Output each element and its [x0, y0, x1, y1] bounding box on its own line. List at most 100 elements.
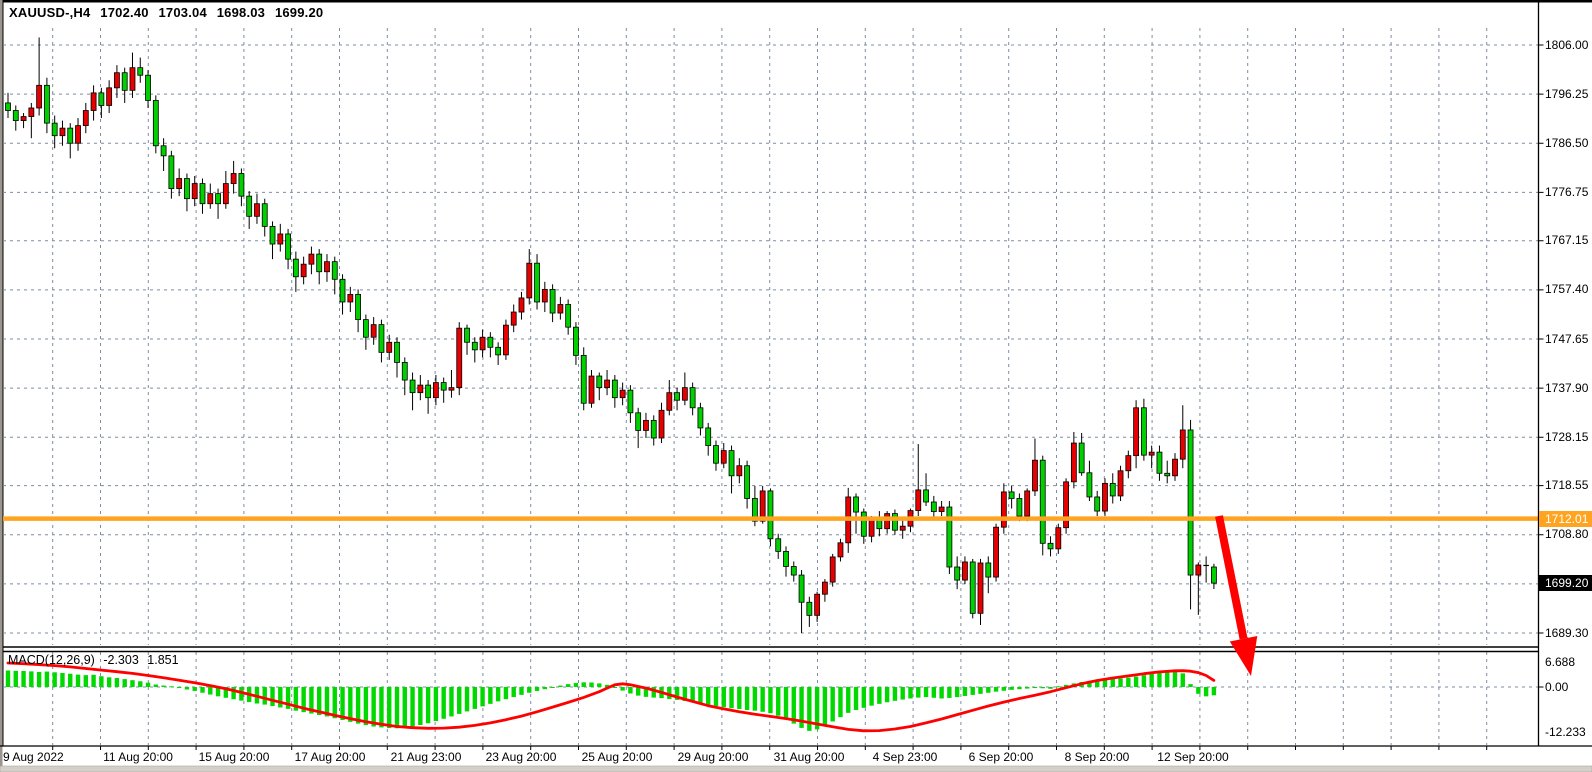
macd-histogram-bar — [480, 687, 485, 707]
price-axis-label: 1689.30 — [1545, 625, 1589, 640]
price-axis-label: 1718.55 — [1545, 478, 1589, 493]
candlestick — [627, 389, 634, 414]
macd-histogram-bar — [908, 687, 913, 699]
candlestick — [1172, 458, 1178, 477]
macd-histogram-bar — [729, 687, 734, 709]
candlestick — [1109, 482, 1116, 497]
candlestick — [611, 379, 618, 399]
candlestick — [129, 67, 136, 91]
macd-histogram-bar — [441, 687, 446, 719]
candlestick — [643, 419, 649, 431]
candlestick — [417, 384, 424, 394]
time-axis-label: 31 Aug 20:00 — [773, 750, 845, 764]
candlestick — [168, 155, 175, 189]
macd-histogram-bar — [1017, 687, 1022, 690]
macd-histogram-bar — [776, 687, 781, 716]
macd-histogram-bar — [52, 672, 57, 687]
macd-histogram-bar — [869, 687, 874, 706]
candlestick — [495, 346, 502, 356]
candlestick — [207, 193, 214, 205]
macd-histogram-bar — [231, 687, 236, 700]
macd-histogram-bar — [923, 687, 929, 698]
candlestick — [650, 419, 657, 439]
ohlc-high: 1703.04 — [158, 5, 207, 20]
sell-arrow-head[interactable] — [1229, 635, 1258, 676]
macd-histogram-bar — [13, 670, 18, 687]
candlestick — [308, 253, 315, 265]
candlestick — [993, 526, 999, 578]
candlestick — [938, 506, 945, 512]
candlestick — [82, 110, 89, 127]
candlestick — [674, 392, 680, 401]
candlestick — [557, 304, 564, 314]
macd-histogram-bar — [519, 687, 524, 695]
macd-histogram-bar — [861, 687, 866, 708]
candlestick — [930, 501, 937, 512]
candlestick — [347, 294, 354, 303]
candlestick — [215, 193, 221, 205]
macd-histogram-bar — [527, 687, 532, 693]
candlestick — [145, 74, 151, 101]
candlestick — [713, 445, 719, 464]
macd-histogram-bar — [402, 687, 407, 728]
candlestick — [98, 92, 105, 106]
candlestick — [783, 550, 789, 567]
macd-histogram-bar — [558, 685, 563, 687]
candlestick — [254, 203, 260, 217]
candlestick — [596, 375, 603, 389]
macd-histogram-bar — [884, 687, 890, 703]
time-axis-label: 17 Aug 20:00 — [294, 750, 366, 764]
macd-histogram-bar — [495, 687, 501, 702]
macd-histogram-bar — [799, 687, 804, 728]
candlestick — [261, 203, 268, 227]
macd-histogram-bar — [215, 687, 221, 697]
macd-histogram-bar — [488, 687, 493, 704]
macd-histogram-bar — [91, 674, 96, 687]
time-axis-label: 11 Aug 20:00 — [103, 750, 173, 764]
macd-histogram-bar — [604, 684, 610, 687]
macd-histogram-bar — [713, 687, 719, 707]
macd-histogram-bar — [503, 687, 509, 700]
macd-histogram-bar — [698, 687, 703, 704]
macd-histogram-bar — [1172, 671, 1178, 687]
macd-histogram-bar — [550, 687, 555, 688]
candlestick — [892, 513, 898, 531]
macd-histogram-bar — [1165, 671, 1170, 687]
ohlc-open: 1702.40 — [100, 5, 149, 20]
candlestick — [744, 465, 750, 499]
macd-histogram-bar — [278, 687, 283, 708]
macd-histogram-bar — [1063, 684, 1069, 687]
macd-histogram-bar — [1056, 686, 1061, 688]
candlestick — [1078, 442, 1085, 474]
candlestick — [394, 341, 400, 363]
candlestick — [619, 389, 626, 399]
sell-arrow-shaft[interactable] — [1215, 515, 1248, 640]
macd-histogram-bar — [1180, 673, 1185, 687]
macd-signal-value: 1.851 — [147, 653, 179, 667]
candlestick — [456, 327, 463, 389]
candlestick — [985, 562, 992, 578]
candlestick — [59, 127, 66, 137]
macd-histogram-bar — [643, 687, 649, 697]
candlestick — [1063, 481, 1069, 529]
candlestick — [479, 336, 486, 351]
macd-histogram-bar — [760, 687, 765, 712]
macd-histogram-bar — [449, 687, 454, 717]
macd-histogram-bar — [1095, 679, 1100, 687]
candlestick — [409, 379, 416, 394]
candlestick — [1094, 496, 1101, 512]
candlestick — [1211, 566, 1217, 584]
macd-histogram-bar — [169, 686, 174, 688]
macd-histogram-bar — [21, 671, 26, 687]
candlestick — [152, 100, 159, 147]
macd-histogram-bar — [293, 687, 299, 711]
time-axis-label: 25 Aug 20:00 — [581, 750, 653, 764]
macd-histogram-bar — [682, 687, 688, 702]
macd-histogram-bar — [60, 672, 65, 687]
macd-histogram-bar — [348, 687, 353, 722]
candlestick — [246, 195, 253, 217]
price-axis-label: 1737.90 — [1545, 380, 1589, 395]
macd-histogram-bar — [1102, 679, 1108, 687]
